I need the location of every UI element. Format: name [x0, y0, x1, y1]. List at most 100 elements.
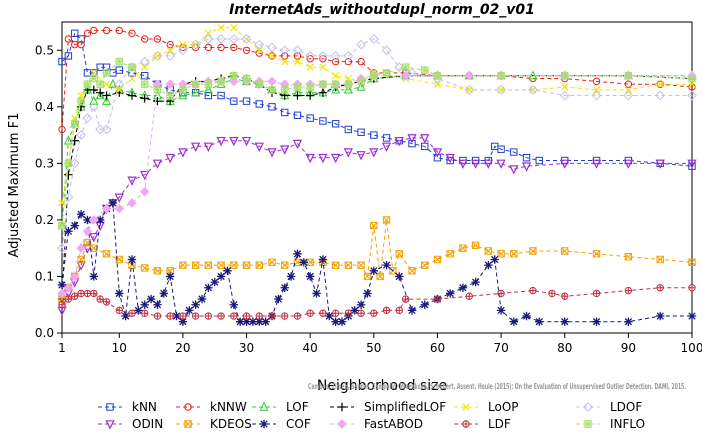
data-point	[299, 258, 309, 267]
data-point	[344, 57, 353, 66]
data-point	[102, 80, 111, 88]
data-point	[115, 306, 123, 315]
data-point	[497, 250, 505, 258]
data-point	[242, 312, 251, 320]
data-point	[382, 68, 391, 78]
data-point	[350, 306, 359, 315]
data-point	[368, 34, 379, 44]
data-point	[268, 103, 276, 111]
data-point	[293, 312, 302, 320]
data-point	[89, 215, 99, 225]
legend-label: kNN	[132, 400, 157, 414]
legend-entry-knn: kNN	[98, 400, 157, 414]
data-point	[395, 250, 403, 258]
data-point	[261, 317, 270, 326]
data-point	[344, 261, 353, 269]
data-point	[687, 159, 697, 169]
data-point	[178, 45, 188, 56]
data-point	[583, 402, 593, 412]
data-point	[230, 312, 238, 320]
data-point	[281, 261, 289, 269]
data-point	[337, 317, 347, 326]
data-point	[560, 71, 569, 80]
data-point	[376, 272, 384, 281]
data-point	[101, 203, 112, 214]
series-line	[61, 137, 692, 311]
data-point	[259, 401, 269, 411]
data-point	[57, 243, 67, 254]
data-point	[128, 261, 136, 269]
data-point	[102, 91, 111, 100]
data-point	[408, 139, 416, 148]
legend-entry-lof: LOF	[252, 400, 309, 414]
data-point	[496, 306, 506, 315]
data-point	[139, 56, 150, 67]
data-point	[108, 78, 118, 88]
data-point	[128, 309, 136, 317]
data-point	[655, 159, 665, 169]
data-point	[363, 272, 372, 281]
data-point	[344, 80, 353, 89]
data-point	[165, 79, 175, 89]
data-point	[395, 306, 403, 315]
series-line	[61, 27, 692, 204]
data-point	[332, 72, 340, 80]
data-point	[128, 74, 136, 83]
data-point	[381, 45, 392, 56]
data-point	[561, 247, 569, 255]
x-tick-label: 100	[681, 341, 702, 355]
data-point	[432, 148, 443, 158]
data-point	[522, 311, 531, 321]
data-point	[369, 148, 379, 158]
data-point	[235, 317, 245, 326]
data-point	[267, 42, 277, 53]
data-point	[76, 96, 86, 106]
data-point	[115, 86, 123, 94]
data-point	[102, 26, 111, 35]
data-point	[82, 226, 93, 236]
data-point	[82, 244, 93, 254]
data-point	[496, 71, 506, 80]
legend-label: INFLO	[610, 417, 645, 431]
data-point	[521, 162, 532, 172]
data-point	[592, 86, 601, 94]
data-point	[420, 65, 429, 75]
x-tick-label: 30	[239, 341, 254, 355]
x-tick-label: 20	[175, 341, 190, 355]
data-point	[280, 145, 290, 155]
data-point	[318, 255, 328, 264]
data-point	[241, 136, 252, 147]
legend-entry-loop: LoOP	[454, 400, 519, 414]
x-tick-label: 90	[621, 341, 636, 355]
legend-entry-kdeos: KDEOS	[176, 417, 252, 431]
data-point	[433, 295, 442, 303]
data-point	[292, 45, 303, 56]
data-point	[204, 43, 213, 52]
data-point	[101, 124, 112, 135]
data-point	[281, 312, 289, 320]
data-point	[102, 250, 111, 258]
data-point	[89, 85, 99, 95]
data-point	[356, 81, 366, 91]
data-point	[623, 159, 634, 169]
data-point	[561, 83, 569, 91]
legend-entry-odin: ODIN	[98, 417, 163, 431]
data-point	[128, 29, 136, 38]
data-point	[420, 134, 430, 144]
data-point	[267, 76, 277, 87]
data-point	[280, 85, 289, 95]
x-axis-label: Neighborhood size	[317, 378, 447, 394]
data-point	[115, 289, 124, 298]
data-point	[64, 35, 73, 43]
data-point	[319, 63, 327, 71]
data-point	[462, 403, 470, 411]
data-point	[153, 35, 162, 43]
legend-label: COF	[286, 417, 311, 431]
data-point	[369, 266, 379, 275]
chart-title: InternetAds_withoutdupl_norm_02_v01	[229, 2, 535, 18]
data-point	[229, 136, 239, 147]
data-point	[191, 261, 200, 269]
data-point	[179, 312, 187, 320]
data-point	[127, 255, 137, 264]
series-line	[61, 219, 693, 300]
